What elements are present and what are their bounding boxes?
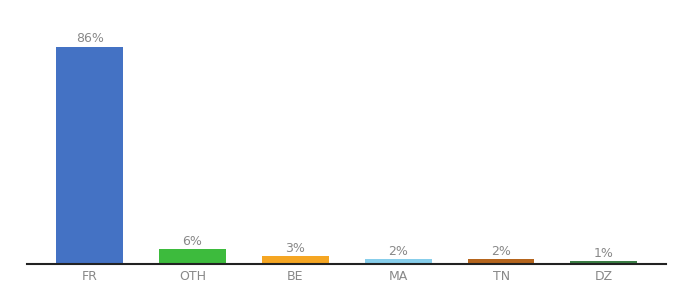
Bar [364,259,432,264]
Bar [571,262,637,264]
Text: 6%: 6% [183,235,203,248]
Bar [468,259,534,264]
Bar [262,256,329,264]
Text: 1%: 1% [594,247,614,260]
Text: 86%: 86% [75,32,103,46]
Text: 2%: 2% [388,245,408,258]
Text: 3%: 3% [286,242,305,255]
Text: 2%: 2% [491,245,511,258]
Bar [56,47,123,264]
Bar [159,249,226,264]
